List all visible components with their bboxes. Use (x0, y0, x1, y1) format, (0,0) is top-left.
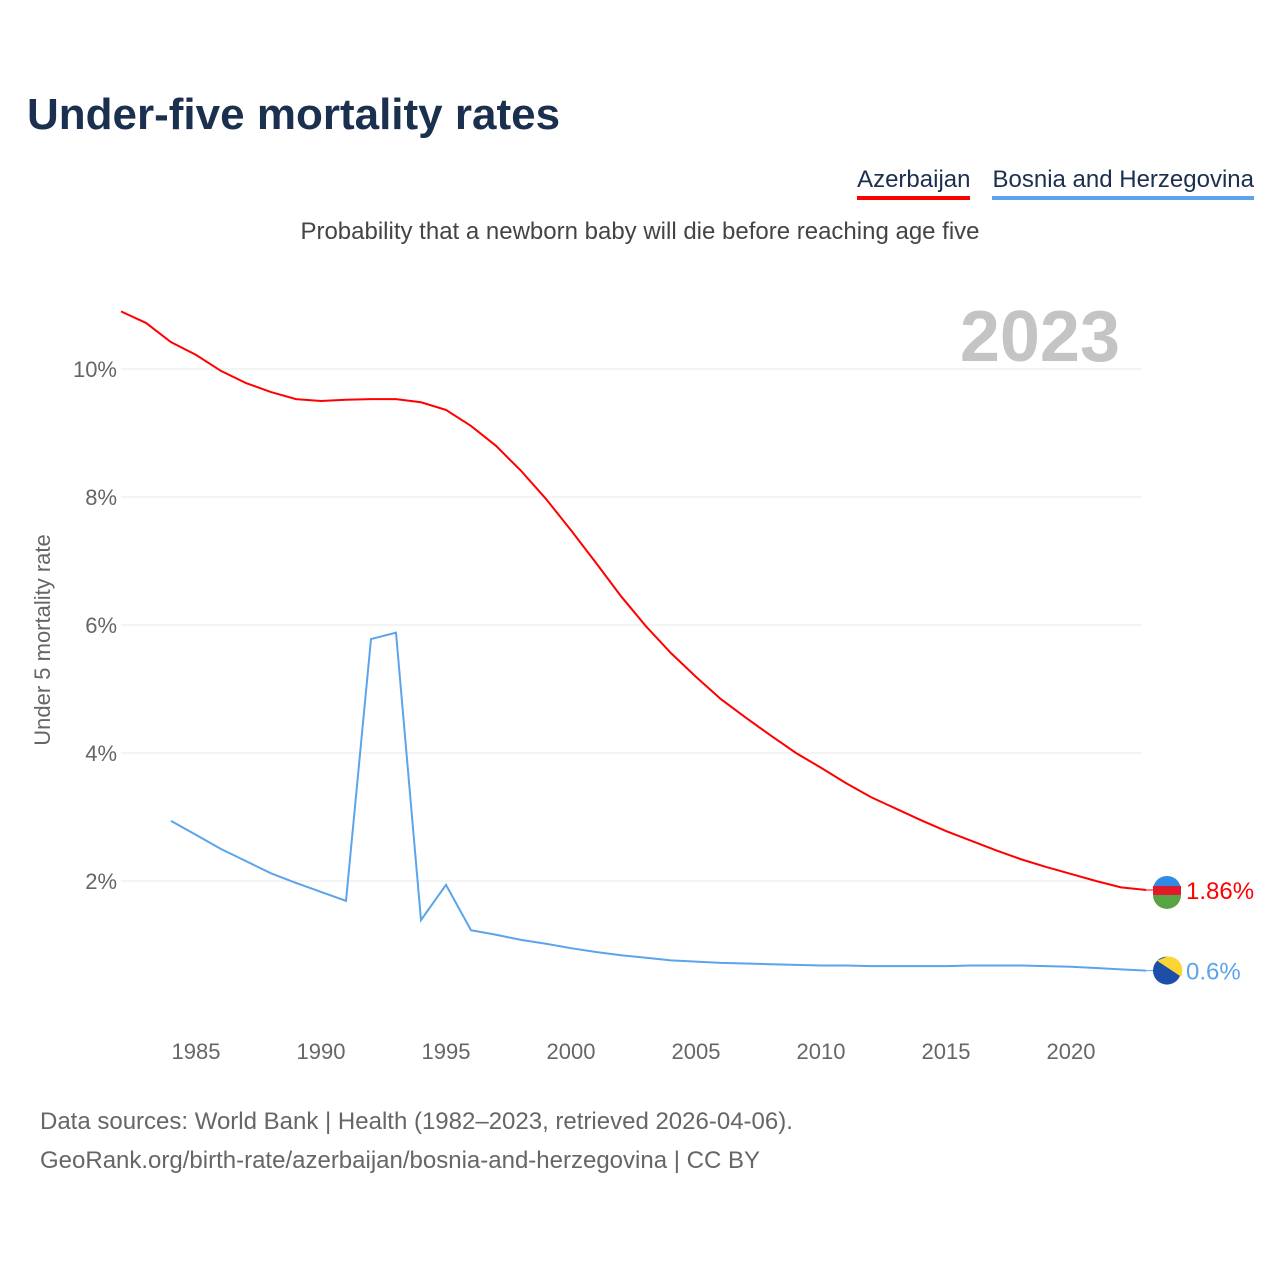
legend-bosnia[interactable]: Bosnia and Herzegovina (992, 166, 1254, 200)
x-tick-label: 1990 (297, 1039, 346, 1064)
y-tick-label: 8% (85, 485, 117, 510)
x-tick-label: 2010 (797, 1039, 846, 1064)
y-tick-label: 10% (73, 357, 117, 382)
flag-stripe (1153, 885, 1181, 895)
x-tick-label: 2005 (672, 1039, 721, 1064)
x-tick-label: 1985 (172, 1039, 221, 1064)
legend-azerbaijan[interactable]: Azerbaijan (857, 166, 971, 200)
chart-subtitle: Probability that a newborn baby will die… (300, 218, 980, 245)
y-tick-label: 2% (85, 869, 117, 894)
end-value-label: 0.6% (1186, 959, 1241, 986)
x-tick-label: 2020 (1047, 1039, 1096, 1064)
x-tick-label: 2000 (547, 1039, 596, 1064)
footer-sources: Data sources: World Bank | Health (1982–… (40, 1108, 793, 1135)
year-label: 2023 (960, 297, 1120, 377)
series-line-bosnia (170, 631, 1147, 972)
footer-link[interactable]: GeoRank.org/birth-rate/azerbaijan/bosnia… (40, 1147, 760, 1174)
x-tick-label: 1995 (422, 1039, 471, 1064)
x-tick-label: 2015 (922, 1039, 971, 1064)
series-line-azerbaijan (120, 310, 1147, 891)
end-value-label: 1.86% (1186, 878, 1254, 905)
chart-title: Under-five mortality rates (27, 90, 561, 139)
flag-stripe (1153, 894, 1181, 909)
y-axis-label: Under 5 mortality rate (30, 534, 55, 746)
y-tick-label: 4% (85, 741, 117, 766)
flag-triangle (1157, 956, 1183, 977)
legend: Azerbaijan Bosnia and Herzegovina (857, 166, 1254, 200)
y-tick-label: 6% (85, 613, 117, 638)
